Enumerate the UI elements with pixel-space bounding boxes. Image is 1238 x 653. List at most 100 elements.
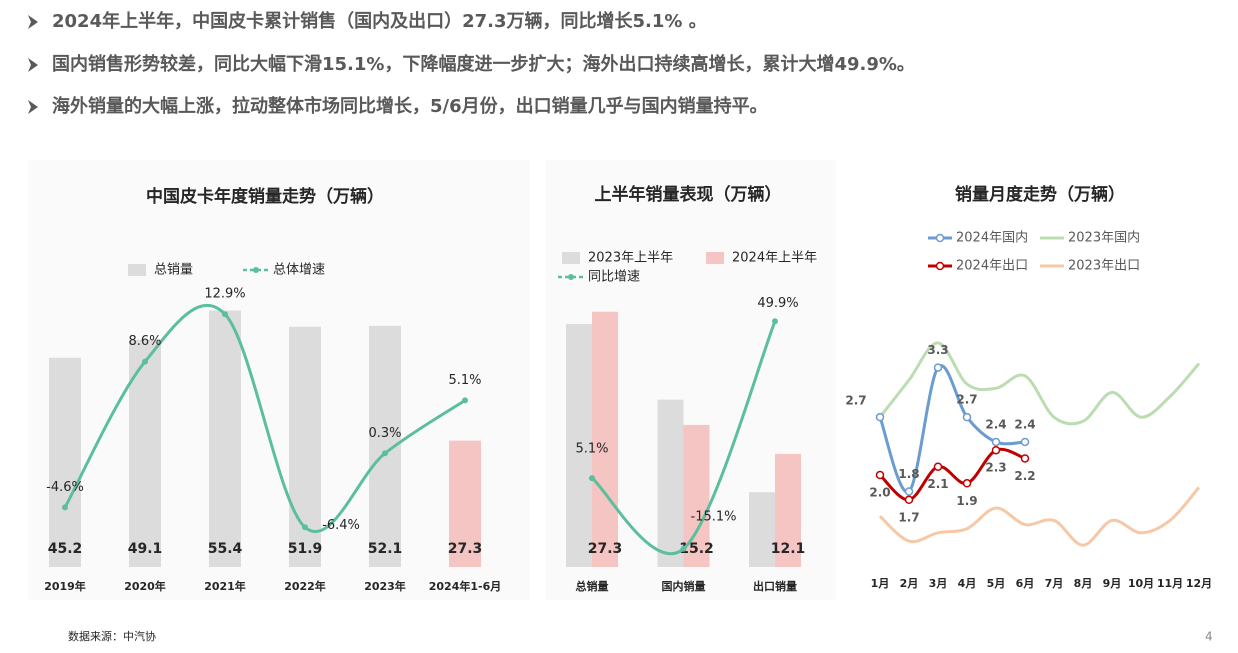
x-tick-label: 2021年 bbox=[204, 579, 246, 593]
data-label: 1.7 bbox=[898, 510, 919, 524]
x-tick-label: 2024年1-6月 bbox=[429, 579, 502, 593]
line-point bbox=[462, 397, 468, 404]
x-tick-label: 总销量 bbox=[576, 579, 609, 593]
data-label: 0.3% bbox=[368, 426, 401, 441]
x-tick-label: 7月 bbox=[1045, 577, 1064, 590]
legend-swatch bbox=[935, 261, 945, 271]
line bbox=[878, 341, 1201, 426]
data-label: 12.9% bbox=[204, 287, 245, 302]
line-point bbox=[991, 445, 1001, 455]
data-label: 2.3 bbox=[985, 461, 1006, 475]
legend-label: 2024年上半年 bbox=[732, 251, 817, 266]
x-tick-label: 6月 bbox=[1016, 577, 1035, 590]
line-point bbox=[772, 318, 778, 325]
data-label: 2.7 bbox=[845, 394, 866, 408]
line-point bbox=[933, 462, 943, 471]
bar bbox=[775, 453, 801, 567]
line-point bbox=[302, 524, 308, 531]
line-point bbox=[142, 358, 148, 365]
x-tick-label: 国内销量 bbox=[662, 579, 706, 593]
data-label: 45.2 bbox=[48, 541, 83, 557]
bar bbox=[209, 310, 241, 567]
legend-swatch bbox=[935, 233, 945, 243]
data-label: 1.8 bbox=[898, 467, 919, 481]
data-label: -6.4% bbox=[322, 518, 360, 533]
x-tick-label: 10月 bbox=[1128, 577, 1154, 590]
bar bbox=[566, 323, 592, 567]
line-point bbox=[875, 412, 885, 422]
data-label: 2.1 bbox=[927, 477, 948, 491]
bar bbox=[592, 311, 618, 567]
x-tick-label: 1月 bbox=[871, 577, 890, 590]
line-point bbox=[933, 363, 943, 372]
data-label: 2.4 bbox=[1014, 417, 1035, 431]
x-tick-label: 12月 bbox=[1186, 577, 1212, 590]
line-point bbox=[875, 470, 885, 480]
legend-swatch bbox=[568, 274, 574, 280]
data-label: 27.3 bbox=[588, 541, 623, 557]
bullet: 2024年上半年，中国皮卡累计销售（国内及出口）27.3万辆，同比增长5.1% … bbox=[52, 10, 707, 32]
legend-label: 2024年出口 bbox=[956, 259, 1028, 274]
footer: 数据来源：中汽协 bbox=[68, 629, 156, 643]
bullet: 国内销售形势较差，同比大幅下滑15.1%，下降幅度进一步扩大；海外出口持续高增长… bbox=[52, 53, 915, 75]
line-point bbox=[62, 504, 68, 511]
chart-title: 上半年销量表现（万辆） bbox=[595, 184, 782, 205]
page-number: 4 bbox=[1205, 630, 1213, 644]
bullet: 海外销量的大幅上涨，拉动整体市场同比增长，5/6月份，出口销量几乎与国内销量持平… bbox=[52, 95, 768, 117]
legend-label: 同比增速 bbox=[588, 270, 640, 285]
data-label: -4.6% bbox=[46, 480, 84, 495]
line-point bbox=[904, 495, 914, 505]
data-label: 27.3 bbox=[448, 541, 483, 557]
line-point bbox=[904, 487, 914, 496]
data-label: 2.4 bbox=[985, 417, 1006, 431]
data-label: 49.1 bbox=[128, 541, 163, 557]
legend-swatch bbox=[253, 267, 259, 273]
legend-label: 2023年上半年 bbox=[588, 251, 673, 266]
data-label: -15.1% bbox=[691, 509, 737, 524]
x-tick-label: 8月 bbox=[1074, 577, 1093, 590]
line-point bbox=[680, 545, 687, 552]
data-label: 5.1% bbox=[448, 373, 481, 388]
legend-label: 总体增速 bbox=[273, 263, 325, 278]
legend-label: 2023年国内 bbox=[1068, 230, 1140, 246]
legend-label: 总销量 bbox=[154, 263, 193, 278]
legend-swatch bbox=[706, 252, 724, 264]
line-point bbox=[589, 475, 595, 482]
bar bbox=[49, 357, 81, 567]
line-point bbox=[382, 450, 388, 457]
data-label: 55.4 bbox=[208, 541, 243, 557]
x-tick-label: 5月 bbox=[987, 577, 1006, 590]
x-tick-label: 2020年 bbox=[124, 579, 166, 593]
line-point bbox=[962, 479, 972, 488]
data-label: 49.9% bbox=[757, 296, 798, 311]
bullet-arrows bbox=[28, 15, 38, 114]
x-tick-label: 11月 bbox=[1157, 577, 1183, 590]
legend-label: 2024年国内 bbox=[956, 230, 1028, 246]
x-tick-label: 出口销量 bbox=[753, 579, 797, 593]
x-tick-label: 2023年 bbox=[364, 579, 406, 593]
data-label: 2.2 bbox=[1014, 469, 1035, 483]
legend-swatch bbox=[562, 252, 580, 264]
legend-label: 2023年出口 bbox=[1068, 259, 1140, 274]
x-tick-label: 4月 bbox=[958, 577, 977, 590]
chart-title: 销量月度走势（万辆） bbox=[955, 184, 1125, 205]
bar bbox=[657, 399, 684, 567]
line-point bbox=[962, 412, 972, 422]
x-tick-label: 2022年 bbox=[284, 579, 326, 593]
bar bbox=[449, 440, 481, 567]
x-tick-label: 3月 bbox=[929, 577, 948, 590]
line bbox=[878, 486, 1201, 547]
chart-title: 中国皮卡年度销量走势（万辆） bbox=[146, 186, 384, 207]
line-point bbox=[1020, 437, 1030, 447]
line-point bbox=[1020, 454, 1030, 463]
x-tick-label: 2月 bbox=[900, 577, 919, 590]
line-point bbox=[991, 437, 1001, 447]
bar bbox=[129, 339, 161, 567]
panel bbox=[28, 160, 530, 600]
data-label: 8.6% bbox=[128, 334, 161, 349]
bar bbox=[749, 492, 775, 567]
data-label: 2.0 bbox=[869, 486, 890, 500]
data-label: 51.9 bbox=[288, 541, 323, 557]
data-label: 12.1 bbox=[771, 541, 806, 557]
